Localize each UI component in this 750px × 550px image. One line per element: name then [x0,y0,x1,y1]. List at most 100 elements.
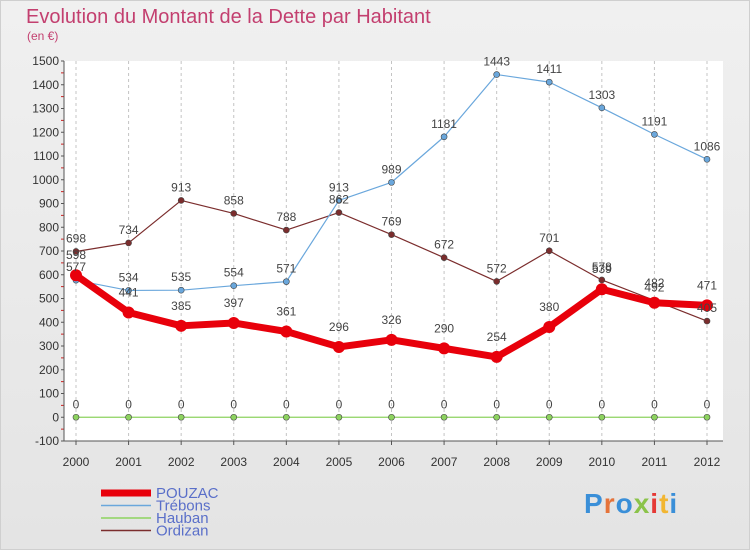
data-point-hauban [493,413,500,421]
x-tick-label: 2002 [168,455,195,469]
chart-subtitle: (en €) [27,29,59,43]
data-point-pouzac [175,319,188,332]
y-tick-label: 900 [39,197,59,211]
data-point-hauban [545,413,553,421]
data-label-ordizan: 769 [381,215,401,229]
x-tick-label: 2011 [642,455,668,469]
y-tick-label: 800 [39,220,59,234]
x-tick-label: 2012 [694,455,721,469]
data-label-ordizan: 492 [644,280,664,294]
logo-letter: o [615,488,634,519]
x-tick-label: 2000 [63,455,90,469]
data-label-ordizan: 572 [487,261,507,275]
y-tick-label: 300 [39,339,59,353]
y-tick-label: 200 [39,363,59,377]
data-label-ordizan: 698 [66,231,86,245]
data-point-trebons [125,287,132,294]
y-tick-label: 1000 [32,173,59,187]
data-point-pouzac [227,316,240,329]
data-point-pouzac [438,342,451,355]
legend-label-pouzac: POUZAC [156,485,219,502]
y-tick-label: 700 [39,244,59,258]
x-tick-label: 2005 [326,455,353,469]
data-point-hauban [440,413,448,421]
data-point-hauban [335,413,343,421]
data-point-trebons [598,104,606,112]
y-tick-label: 1500 [32,54,59,68]
data-label-trebons: 1181 [431,117,457,131]
legend-label-hauban: Hauban [156,510,209,527]
logo-letter: i [650,488,660,519]
data-label-hauban: 0 [388,397,395,411]
data-point-hauban [177,413,185,421]
data-point-trebons [388,179,395,186]
y-tick-label: 1400 [32,78,59,92]
data-label-hauban: 0 [546,397,553,411]
data-point-pouzac [595,283,608,296]
data-point-trebons [651,131,658,138]
data-label-trebons: 534 [119,270,139,284]
data-point-pouzac [70,269,82,282]
data-point-hauban [72,413,80,421]
data-point-trebons [545,78,553,86]
data-point-trebons [493,71,500,78]
y-tick-label: 1100 [33,149,59,163]
y-tick-label: 1300 [32,102,59,116]
data-label-pouzac: 471 [697,278,717,292]
data-label-ordizan: 734 [119,223,139,237]
data-label-hauban: 0 [441,397,448,411]
data-point-ordizan [283,226,290,234]
data-label-hauban: 0 [178,397,185,411]
x-tick-label: 2008 [483,455,510,469]
data-point-pouzac [648,296,661,309]
data-label-pouzac: 397 [224,296,244,310]
data-label-hauban: 0 [651,397,658,411]
y-tick-label: 400 [39,315,59,329]
data-point-ordizan [440,254,448,261]
data-label-hauban: 0 [336,397,343,411]
data-point-ordizan [125,239,132,247]
data-point-hauban [703,413,711,421]
x-tick-label: 2007 [431,455,458,469]
data-label-pouzac: 482 [644,276,664,290]
data-point-pouzac [543,321,556,333]
data-label-ordizan: 858 [224,193,244,207]
plot-area [64,61,723,441]
logo-letter: i [669,488,679,519]
data-label-trebons: 989 [381,162,401,176]
data-label-hauban: 0 [230,397,237,411]
x-tick-label: 2010 [588,455,615,469]
data-label-ordizan: 405 [697,301,717,315]
data-point-ordizan [177,197,185,204]
data-point-hauban [651,413,658,421]
data-label-hauban: 0 [73,397,80,411]
data-point-hauban [125,413,132,421]
data-point-ordizan [493,278,500,285]
data-label-hauban: 0 [283,397,290,411]
data-point-pouzac [280,325,293,338]
data-label-pouzac: 539 [592,262,612,276]
x-tick-label: 2001 [115,455,142,469]
data-point-ordizan [335,209,343,216]
data-label-ordizan: 701 [539,231,559,245]
data-point-ordizan [388,231,395,238]
data-label-trebons: 535 [171,270,191,284]
logo-letter: r [603,488,616,519]
data-label-trebons: 1191 [642,114,668,128]
data-point-trebons [230,282,238,289]
data-point-trebons [703,156,711,163]
data-label-ordizan: 788 [276,210,296,224]
data-label-trebons: 913 [329,180,349,194]
chart-title: Evolution du Montant de la Dette par Hab… [26,6,431,28]
data-point-ordizan [545,247,553,255]
data-point-pouzac [701,299,713,312]
data-label-pouzac: 441 [119,286,139,300]
data-point-hauban [283,413,290,421]
data-point-pouzac [122,306,135,319]
data-point-ordizan [598,276,606,284]
data-label-ordizan: 578 [592,260,612,274]
legend-label-ordizan: Ordizan [156,523,209,540]
data-point-hauban [388,413,395,421]
data-point-ordizan [703,317,711,325]
y-tick-label: 100 [39,387,59,401]
